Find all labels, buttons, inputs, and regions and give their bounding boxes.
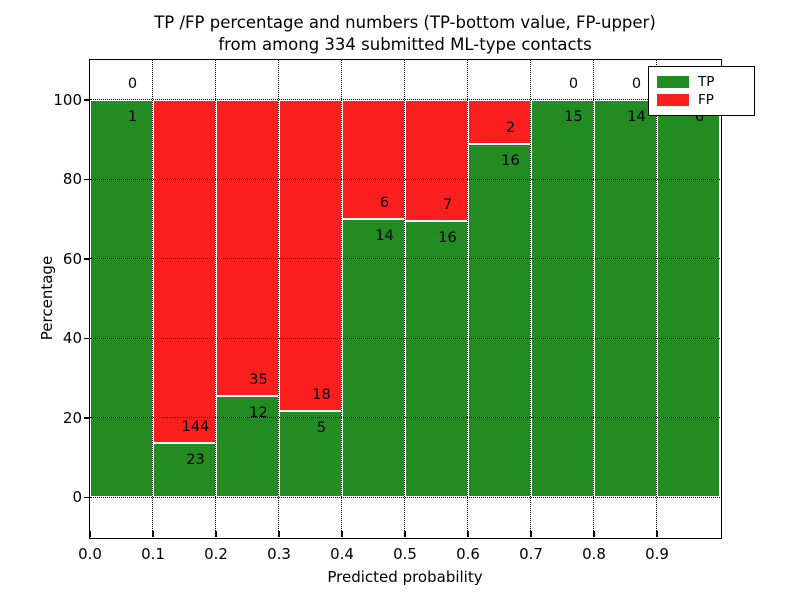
- fp-count-label: 0: [568, 75, 579, 92]
- x-gridline: [467, 60, 469, 537]
- tp-count-label: 14: [627, 108, 646, 125]
- x-tick-mark: [89, 531, 91, 537]
- bar-tp-segment: [657, 99, 720, 498]
- legend-label-fp: FP: [698, 92, 714, 108]
- bar-tp-segment: [405, 220, 468, 498]
- bar-tp-segment: [531, 99, 594, 498]
- y-tick-label: 0: [72, 488, 82, 507]
- fp-count-label: 0: [127, 75, 138, 92]
- plot-area: 0114423351218561471621601501406: [88, 58, 722, 539]
- chart-title: TP /FP percentage and numbers (TP-bottom…: [90, 12, 720, 56]
- chart-title-line2: from among 334 submitted ML-type contact…: [218, 35, 592, 54]
- y-tick-mark: [84, 99, 89, 101]
- fp-count-label: 0: [631, 75, 642, 92]
- x-tick-mark: [341, 531, 343, 537]
- y-tick-mark: [84, 496, 89, 498]
- bar-fp-segment: [468, 99, 531, 144]
- legend-swatch-tp: [657, 76, 689, 88]
- legend-swatch-fp: [657, 94, 689, 106]
- x-tick-mark: [404, 531, 406, 537]
- tp-count-label: 6: [694, 108, 705, 125]
- x-tick-mark: [215, 531, 217, 537]
- x-gridline: [341, 60, 343, 537]
- x-tick-label: 0.1: [141, 545, 165, 563]
- x-tick-mark: [152, 531, 154, 537]
- x-tick-mark: [593, 531, 595, 537]
- fp-count-label: 18: [312, 386, 331, 403]
- x-gridline: [278, 60, 280, 537]
- x-tick-mark: [278, 531, 280, 537]
- y-tick-label: 100: [53, 90, 82, 109]
- bar-fp-segment: [342, 99, 405, 219]
- x-tick-label: 0.0: [78, 545, 102, 563]
- x-tick-mark: [467, 531, 469, 537]
- bar-tp-segment: [594, 99, 657, 498]
- y-tick-label: 60: [62, 249, 82, 268]
- tp-count-label: 12: [249, 404, 268, 421]
- y-tick-label: 80: [62, 170, 82, 189]
- x-tick-label: 0.4: [330, 545, 354, 563]
- y-tick-label: 40: [62, 329, 82, 348]
- fp-count-label: 7: [442, 196, 453, 213]
- legend-row-tp: TP: [657, 74, 746, 90]
- x-gridline: [593, 60, 595, 537]
- fp-count-label: 6: [379, 195, 390, 211]
- y-tick-label: 20: [62, 408, 82, 427]
- y-tick-mark: [84, 178, 89, 180]
- legend-row-fp: FP: [657, 92, 746, 108]
- chart-title-line1: TP /FP percentage and numbers (TP-bottom…: [154, 13, 656, 32]
- x-tick-label: 0.7: [519, 545, 543, 563]
- bar-fp-segment: [405, 99, 468, 221]
- x-gridline: [530, 60, 532, 537]
- tp-count-label: 1: [127, 108, 138, 125]
- bar-tp-segment: [90, 99, 153, 498]
- tp-count-label: 15: [564, 108, 583, 125]
- fp-count-label: 2: [505, 119, 516, 136]
- tp-count-label: 23: [186, 451, 205, 468]
- y-tick-mark: [84, 417, 89, 419]
- x-tick-label: 0.5: [393, 545, 417, 563]
- legend-label-tp: TP: [698, 74, 715, 90]
- x-tick-label: 0.3: [267, 545, 291, 563]
- bar-tp-segment: [216, 395, 279, 498]
- x-gridline: [152, 60, 154, 537]
- bar-tp-segment: [468, 143, 531, 498]
- x-gridline: [404, 60, 406, 537]
- x-axis-label: Predicted probability: [327, 568, 483, 586]
- x-gridline: [656, 60, 658, 537]
- bar-fp-segment: [153, 99, 216, 443]
- bar-tp-segment: [342, 219, 405, 498]
- x-tick-label: 0.8: [582, 545, 606, 563]
- x-gridline: [215, 60, 217, 537]
- y-tick-mark: [84, 258, 89, 260]
- bar-fp-segment: [216, 99, 279, 396]
- x-tick-label: 0.2: [204, 545, 228, 563]
- x-tick-label: 0.6: [456, 545, 480, 563]
- legend: TP FP: [648, 66, 755, 116]
- tp-count-label: 16: [501, 152, 520, 169]
- x-tick-mark: [530, 531, 532, 537]
- tp-count-label: 16: [438, 229, 457, 246]
- tp-count-label: 5: [316, 419, 327, 436]
- y-tick-mark: [84, 337, 89, 339]
- x-tick-label: 0.9: [645, 545, 669, 563]
- x-tick-mark: [656, 531, 658, 537]
- tp-count-label: 14: [375, 228, 394, 244]
- bar-fp-segment: [279, 99, 342, 411]
- fp-count-label: 35: [249, 371, 268, 388]
- fp-count-label: 144: [181, 418, 210, 435]
